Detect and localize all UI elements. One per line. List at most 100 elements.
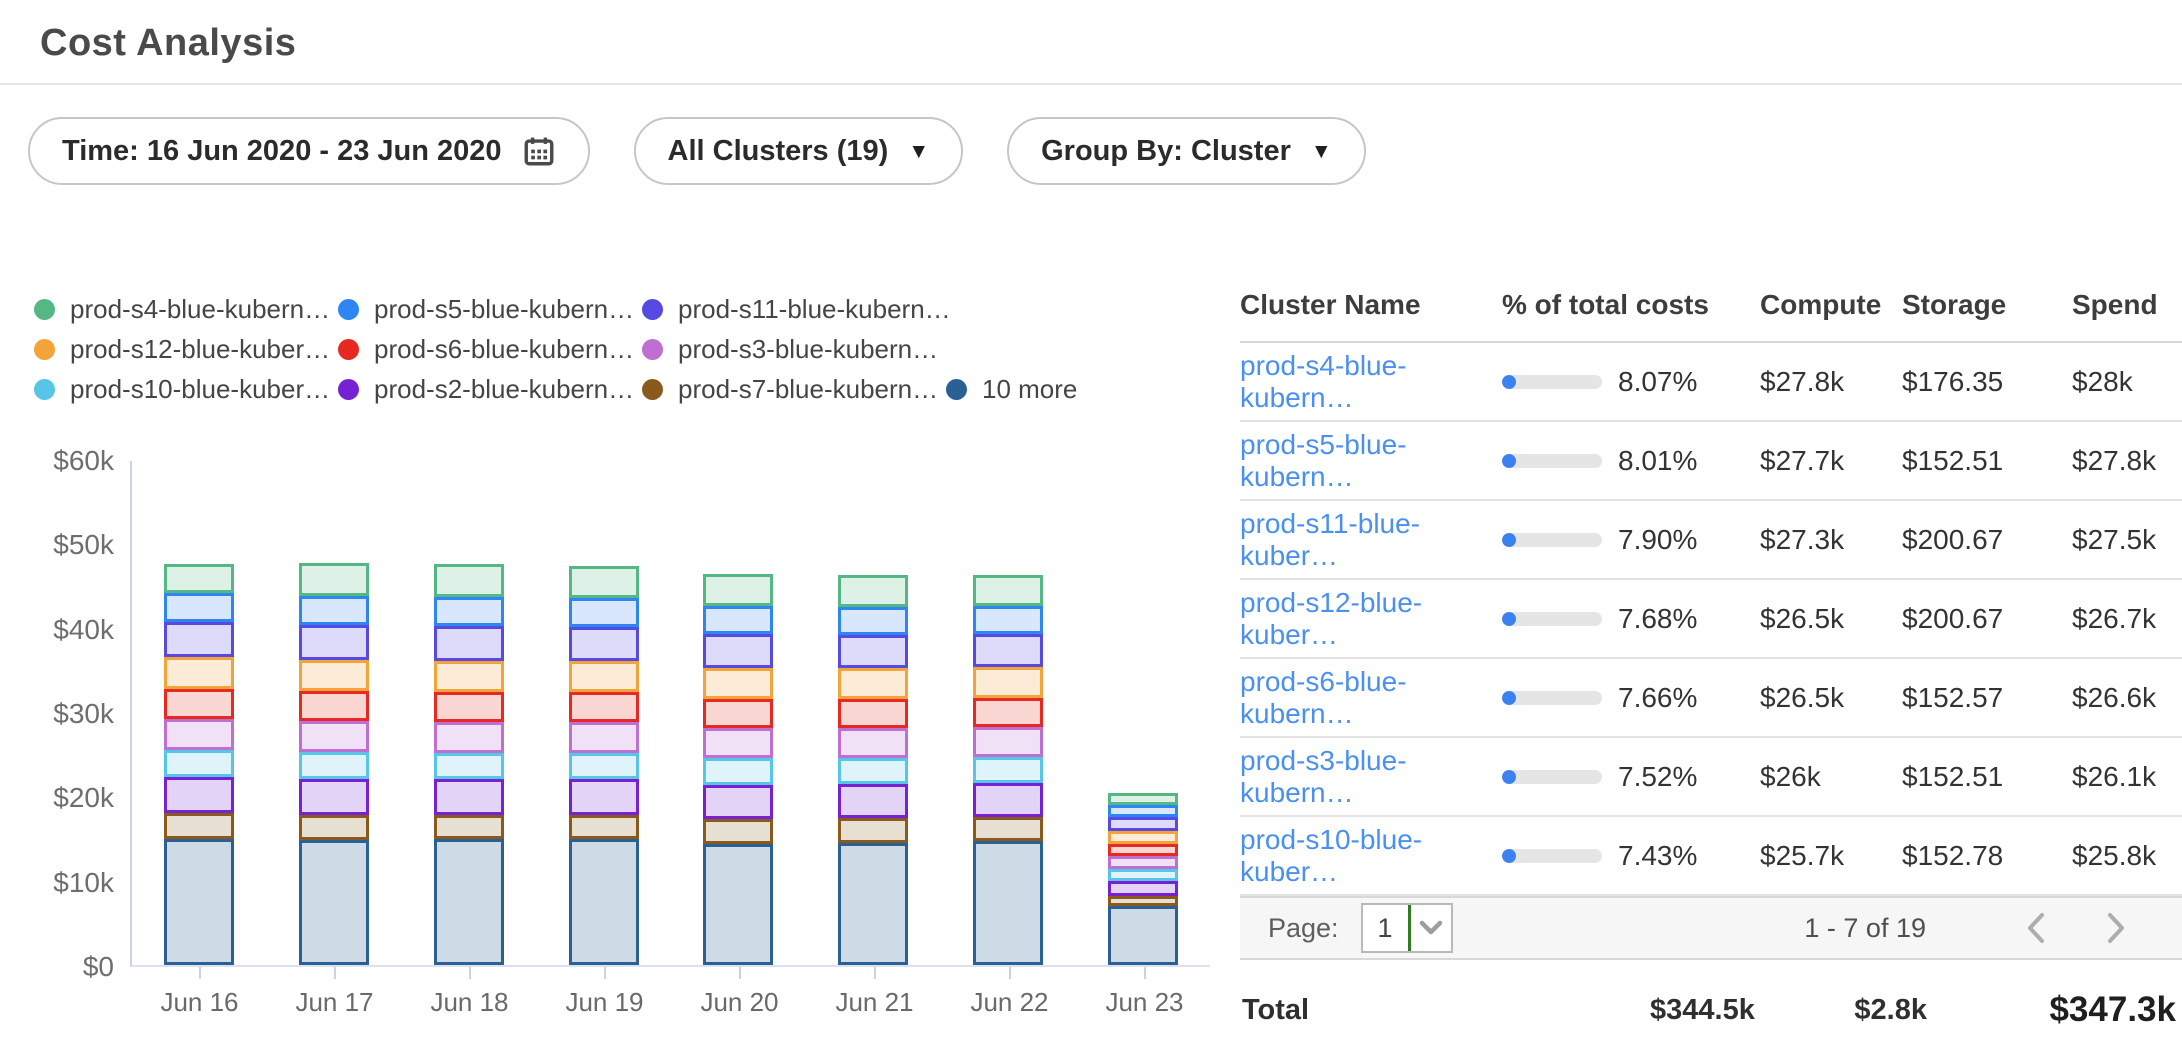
bar-segment[interactable] xyxy=(703,634,773,668)
bar-segment[interactable] xyxy=(299,779,369,814)
legend-item[interactable]: prod-s2-blue-kubern… xyxy=(338,374,642,405)
bar-segment[interactable] xyxy=(434,597,504,627)
bar-segment[interactable] xyxy=(164,719,234,750)
bar-segment[interactable] xyxy=(569,692,639,722)
bar-segment[interactable] xyxy=(973,698,1043,728)
bar-segment[interactable] xyxy=(703,699,773,729)
bar-segment[interactable] xyxy=(569,815,639,839)
prev-page-button[interactable] xyxy=(1996,910,2076,946)
bar-segment[interactable] xyxy=(838,728,908,758)
cluster-name-link[interactable]: prod-s3-blue-kubern… xyxy=(1240,745,1502,809)
bar-segment[interactable] xyxy=(569,753,639,780)
bar-segment[interactable] xyxy=(569,839,639,965)
bar-segment[interactable] xyxy=(434,753,504,780)
bar-segment[interactable] xyxy=(1108,844,1178,857)
bar-segment[interactable] xyxy=(569,722,639,752)
bar-segment[interactable] xyxy=(1108,896,1178,906)
chart-plot[interactable] xyxy=(130,461,1210,967)
bar-segment[interactable] xyxy=(973,727,1043,757)
legend-item[interactable]: prod-s4-blue-kubern… xyxy=(34,294,338,325)
page-select[interactable]: 1 xyxy=(1361,903,1453,953)
bar-segment[interactable] xyxy=(164,689,234,719)
bar-segment[interactable] xyxy=(569,566,639,598)
stacked-bar[interactable] xyxy=(434,564,504,965)
bar-segment[interactable] xyxy=(703,819,773,843)
bar-segment[interactable] xyxy=(703,785,773,820)
bar-segment[interactable] xyxy=(703,844,773,965)
bar-segment[interactable] xyxy=(164,813,234,838)
bar-segment[interactable] xyxy=(838,758,908,784)
bar-segment[interactable] xyxy=(973,757,1043,783)
legend-item[interactable]: prod-s3-blue-kubern… xyxy=(642,334,938,365)
bar-segment[interactable] xyxy=(838,843,908,965)
bar-segment[interactable] xyxy=(569,779,639,814)
legend-item[interactable]: prod-s5-blue-kubern… xyxy=(338,294,642,325)
bar-segment[interactable] xyxy=(299,815,369,840)
cluster-name-link[interactable]: prod-s11-blue-kuber… xyxy=(1240,508,1502,572)
bar-segment[interactable] xyxy=(434,722,504,752)
bar-segment[interactable] xyxy=(569,661,639,692)
cluster-name-link[interactable]: prod-s10-blue-kuber… xyxy=(1240,824,1502,888)
bar-segment[interactable] xyxy=(838,607,908,636)
bar-segment[interactable] xyxy=(164,564,234,593)
stacked-bar[interactable] xyxy=(973,575,1043,965)
bar-segment[interactable] xyxy=(703,758,773,785)
bar-segment[interactable] xyxy=(164,593,234,622)
bar-segment[interactable] xyxy=(973,667,1043,697)
legend-item[interactable]: prod-s10-blue-kuber… xyxy=(34,374,338,405)
bar-segment[interactable] xyxy=(1108,817,1178,830)
bar-segment[interactable] xyxy=(299,660,369,691)
legend-item[interactable]: 10 more xyxy=(946,374,1077,405)
stacked-bar[interactable] xyxy=(164,564,234,965)
stacked-bar[interactable] xyxy=(838,575,908,965)
stacked-bar[interactable] xyxy=(1108,793,1178,965)
bar-segment[interactable] xyxy=(299,596,369,626)
bar-segment[interactable] xyxy=(299,625,369,660)
bar-segment[interactable] xyxy=(973,634,1043,667)
stacked-bar[interactable] xyxy=(569,566,639,965)
bar-segment[interactable] xyxy=(299,752,369,780)
bar-segment[interactable] xyxy=(1108,831,1178,844)
legend-item[interactable]: prod-s12-blue-kuber… xyxy=(34,334,338,365)
bar-segment[interactable] xyxy=(703,728,773,758)
bar-segment[interactable] xyxy=(973,841,1043,965)
bar-segment[interactable] xyxy=(434,661,504,692)
bar-segment[interactable] xyxy=(973,783,1043,818)
time-range-filter[interactable]: Time: 16 Jun 2020 - 23 Jun 2020 xyxy=(28,117,590,185)
bar-segment[interactable] xyxy=(1108,856,1178,869)
bar-segment[interactable] xyxy=(299,840,369,965)
bar-segment[interactable] xyxy=(434,815,504,839)
bar-segment[interactable] xyxy=(838,699,908,729)
bar-segment[interactable] xyxy=(838,635,908,668)
bar-segment[interactable] xyxy=(838,784,908,819)
cluster-name-link[interactable]: prod-s12-blue-kuber… xyxy=(1240,587,1502,651)
bar-segment[interactable] xyxy=(838,668,908,698)
bar-segment[interactable] xyxy=(434,626,504,661)
bar-segment[interactable] xyxy=(434,564,504,596)
bar-segment[interactable] xyxy=(973,606,1043,635)
bar-segment[interactable] xyxy=(299,563,369,596)
cluster-name-link[interactable]: prod-s4-blue-kubern… xyxy=(1240,350,1502,414)
bar-segment[interactable] xyxy=(703,606,773,635)
bar-segment[interactable] xyxy=(434,779,504,814)
bar-segment[interactable] xyxy=(1108,881,1178,896)
bar-segment[interactable] xyxy=(164,750,234,777)
bar-segment[interactable] xyxy=(164,777,234,813)
next-page-button[interactable] xyxy=(2076,910,2156,946)
cluster-name-link[interactable]: prod-s5-blue-kubern… xyxy=(1240,429,1502,493)
bar-segment[interactable] xyxy=(164,657,234,689)
bar-segment[interactable] xyxy=(1108,793,1178,805)
bar-segment[interactable] xyxy=(569,598,639,627)
bar-segment[interactable] xyxy=(703,574,773,606)
bar-segment[interactable] xyxy=(299,721,369,751)
bar-segment[interactable] xyxy=(973,817,1043,841)
stacked-bar[interactable] xyxy=(299,563,369,965)
bar-segment[interactable] xyxy=(1108,906,1178,965)
bar-segment[interactable] xyxy=(1108,869,1178,881)
bar-segment[interactable] xyxy=(434,692,504,722)
bar-segment[interactable] xyxy=(299,691,369,721)
legend-item[interactable]: prod-s11-blue-kubern… xyxy=(642,294,951,325)
bar-segment[interactable] xyxy=(434,839,504,965)
bar-segment[interactable] xyxy=(1108,805,1178,818)
group-by-dropdown[interactable]: Group By: Cluster ▼ xyxy=(1007,117,1366,185)
